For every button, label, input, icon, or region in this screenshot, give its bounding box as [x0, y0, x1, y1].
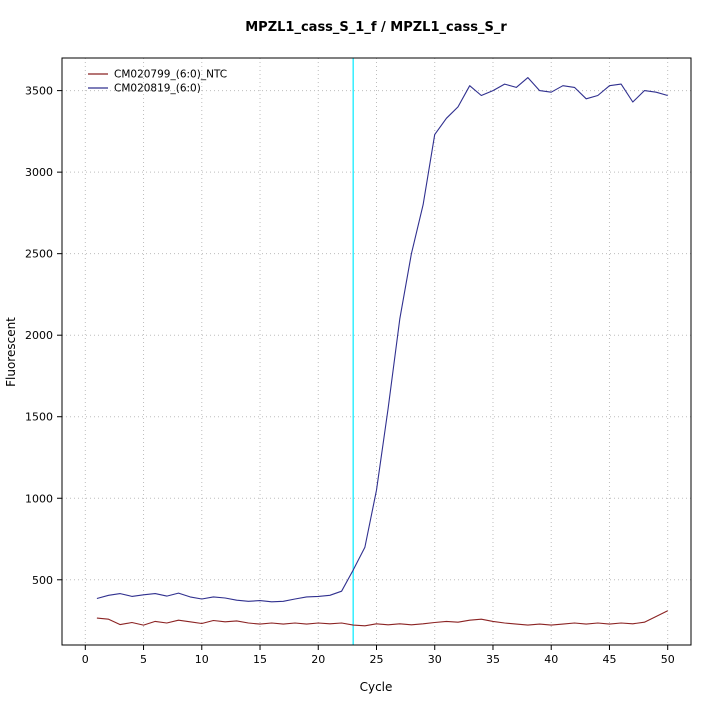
y-tick-label: 2500	[25, 248, 53, 261]
x-tick-label: 10	[195, 653, 209, 666]
y-tick-label: 3000	[25, 166, 53, 179]
y-tick-label: 3500	[25, 85, 53, 98]
x-tick-label: 5	[140, 653, 147, 666]
series-line-2	[96, 77, 668, 603]
x-tick-label: 40	[544, 653, 558, 666]
x-axis-label: Cycle	[360, 680, 393, 694]
series-line-1	[96, 610, 668, 627]
y-tick-label: 2000	[25, 329, 53, 342]
chart-title: MPZL1_cass_S_1_f / MPZL1_cass_S_r	[245, 20, 507, 35]
y-tick-label: 1000	[25, 492, 53, 505]
chart-layers: 0 5 10 15 20 25 30 35 40 45 50 500 1000 1500 2000 2500 3…	[25, 57, 692, 666]
x-tick-label: 20	[311, 653, 325, 666]
x-tick-label: 45	[602, 653, 616, 666]
x-tick-label: 15	[253, 653, 267, 666]
x-tick-label: 25	[370, 653, 384, 666]
y-axis-label: Fluorescent	[4, 317, 18, 387]
y-tick-label: 1500	[25, 411, 53, 424]
y-tick-label: 500	[32, 574, 53, 587]
legend-label-2: CM020819_(6:0)	[114, 83, 201, 95]
x-tick-label: 35	[486, 653, 500, 666]
legend-label-1: CM020799_(6:0)_NTC	[114, 69, 227, 81]
x-tick-label: 50	[661, 653, 675, 666]
x-tick-label: 30	[428, 653, 442, 666]
x-tick-label: 0	[82, 653, 89, 666]
